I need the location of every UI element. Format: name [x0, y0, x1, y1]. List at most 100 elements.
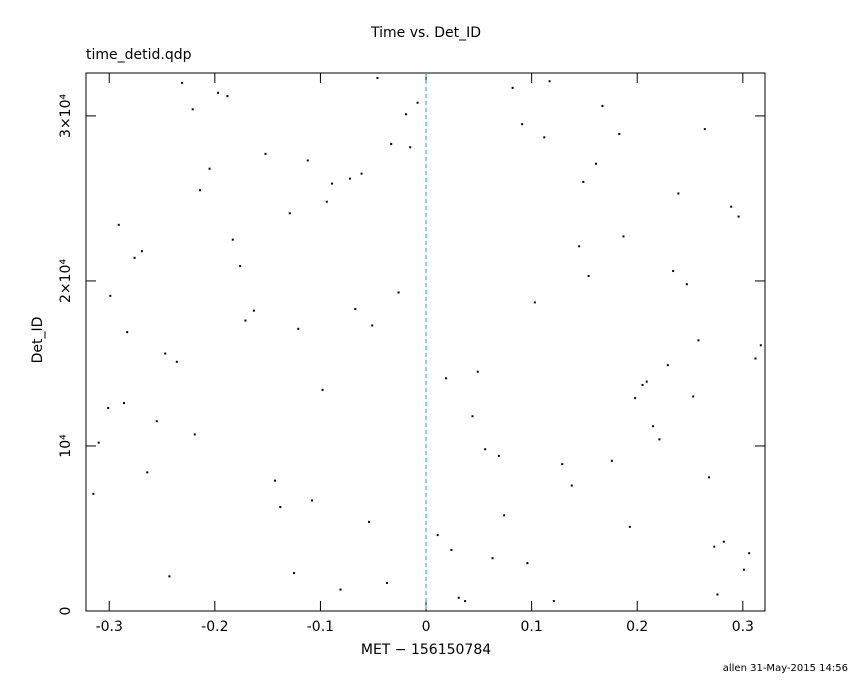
point	[181, 81, 184, 84]
y-tick-label: 10⁴	[58, 434, 74, 458]
point	[464, 600, 467, 603]
point	[164, 352, 167, 355]
point	[708, 476, 711, 479]
point	[658, 438, 661, 441]
point	[672, 270, 675, 273]
point	[730, 205, 733, 208]
y-tick-label: 2×10⁴	[58, 259, 74, 303]
point	[376, 76, 379, 79]
point	[397, 291, 400, 294]
point	[325, 200, 328, 203]
x-tick-label: 0.3	[732, 619, 754, 635]
point	[252, 309, 255, 312]
x-tick-label: -0.3	[96, 619, 123, 635]
point	[97, 441, 100, 444]
point	[348, 177, 351, 180]
y-axis-label: Det_ID	[30, 317, 46, 364]
point	[109, 294, 112, 297]
point	[552, 600, 555, 603]
point	[578, 245, 581, 248]
point	[288, 212, 291, 215]
point	[368, 520, 371, 523]
point	[722, 540, 725, 543]
point	[390, 142, 393, 145]
point	[497, 454, 500, 457]
point	[685, 283, 688, 286]
point	[713, 545, 716, 548]
point	[310, 499, 313, 502]
point	[511, 86, 514, 89]
point	[191, 108, 194, 111]
point	[476, 370, 479, 373]
point	[703, 128, 706, 131]
point	[677, 192, 680, 195]
point	[321, 388, 324, 391]
point	[146, 471, 149, 474]
point	[155, 420, 158, 423]
point	[471, 415, 474, 418]
point	[360, 172, 363, 175]
point	[570, 484, 573, 487]
point	[140, 250, 143, 253]
chart-title: Time vs. Det_ID	[370, 25, 481, 41]
point	[748, 552, 751, 555]
point	[239, 265, 242, 268]
point	[582, 180, 585, 183]
point	[601, 105, 604, 108]
point	[548, 80, 551, 83]
point	[737, 215, 740, 218]
point	[371, 324, 374, 327]
point	[595, 162, 598, 165]
y-tick-label: 0	[58, 607, 74, 616]
point	[484, 448, 487, 451]
point	[409, 146, 412, 149]
point	[293, 572, 296, 575]
point	[264, 152, 267, 155]
x-tick-label: 0.1	[520, 619, 542, 635]
point	[297, 327, 300, 330]
point	[216, 91, 219, 94]
point	[279, 506, 282, 509]
point	[92, 492, 95, 495]
y-tick-label: 3×10⁴	[58, 93, 74, 137]
point	[634, 397, 637, 400]
x-tick-label: 0.2	[626, 619, 648, 635]
point	[641, 383, 644, 386]
point	[503, 514, 506, 517]
point	[645, 380, 648, 383]
point	[526, 562, 529, 565]
point	[385, 581, 388, 584]
point	[175, 360, 178, 363]
point	[231, 238, 234, 241]
point	[404, 113, 407, 116]
plot-frame	[85, 72, 766, 612]
point	[117, 223, 120, 226]
point	[168, 575, 171, 578]
point	[692, 395, 695, 398]
point	[436, 534, 439, 537]
point	[126, 331, 129, 334]
point	[618, 133, 621, 136]
point	[754, 357, 757, 360]
point	[416, 101, 419, 104]
x-tick-label: -0.2	[201, 619, 228, 635]
point	[628, 525, 631, 528]
point	[450, 548, 453, 551]
point	[199, 189, 202, 192]
point	[587, 274, 590, 277]
point	[759, 344, 762, 347]
point	[521, 123, 524, 126]
point	[354, 307, 357, 310]
point	[133, 256, 136, 259]
point	[666, 364, 669, 367]
footer: allen 31-May-2015 14:56	[723, 663, 848, 674]
x-tick-label: -0.1	[307, 619, 334, 635]
point	[445, 377, 448, 380]
x-axis-label: MET − 156150784	[361, 642, 491, 658]
point	[610, 459, 613, 462]
chart-subtitle: time_detid.qdp	[86, 47, 192, 63]
point	[107, 407, 110, 410]
point	[533, 301, 536, 304]
point	[274, 479, 277, 482]
